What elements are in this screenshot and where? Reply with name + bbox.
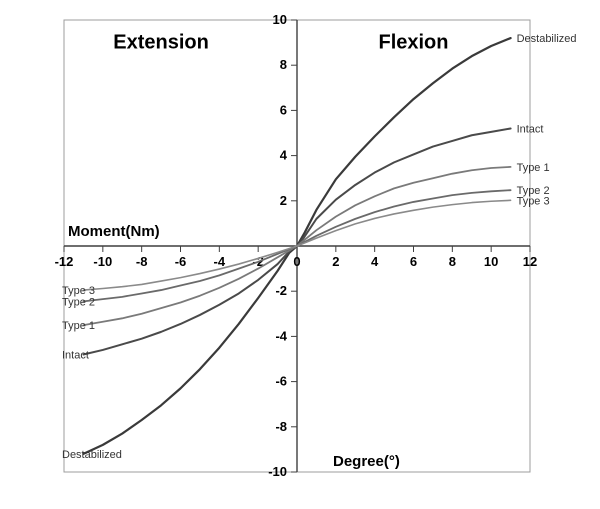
- y-tick-label: -2: [275, 283, 287, 298]
- moment-degree-chart: -12-10-8-6-4-2024681012-10-8-6-4-2246810…: [0, 0, 600, 509]
- x-axis-title: Degree(°): [333, 453, 400, 470]
- x-tick-label: 10: [484, 254, 498, 269]
- x-tick-label: 0: [293, 254, 300, 269]
- region-label-flexion: Flexion: [378, 32, 448, 54]
- y-tick-label: 8: [280, 57, 287, 72]
- y-tick-label: -8: [275, 419, 287, 434]
- series-label-left-type-1: Type 1: [62, 320, 95, 332]
- series-label-right-type-1: Type 1: [517, 162, 550, 174]
- y-tick-label: -6: [275, 374, 287, 389]
- y-axis-title: Moment(Nm): [68, 223, 160, 240]
- chart-container: -12-10-8-6-4-2024681012-10-8-6-4-2246810…: [0, 0, 600, 509]
- series-label-left-type-2: Type 2: [62, 296, 95, 308]
- series-label-left-type-3: Type 3: [62, 285, 95, 297]
- y-tick-label: 6: [280, 102, 287, 117]
- series-label-right-destabilized: Destabilized: [517, 33, 577, 45]
- y-tick-label: -4: [275, 328, 287, 343]
- x-tick-label: -10: [93, 254, 112, 269]
- y-tick-label: 4: [280, 148, 288, 163]
- x-tick-label: -8: [136, 254, 148, 269]
- x-tick-label: 6: [410, 254, 417, 269]
- x-tick-label: 8: [449, 254, 456, 269]
- y-tick-label: 2: [280, 193, 287, 208]
- y-tick-label: -10: [268, 464, 287, 479]
- y-tick-label: 10: [273, 12, 287, 27]
- series-label-left-intact: Intact: [62, 349, 89, 361]
- x-tick-label: 2: [332, 254, 339, 269]
- region-label-extension: Extension: [113, 32, 209, 54]
- x-tick-label: 4: [371, 254, 379, 269]
- x-tick-label: -12: [55, 254, 74, 269]
- series-label-right-intact: Intact: [517, 123, 544, 135]
- x-tick-label: 12: [523, 254, 537, 269]
- series-label-left-destabilized: Destabilized: [62, 449, 122, 461]
- x-tick-label: -4: [214, 254, 226, 269]
- x-tick-label: -6: [175, 254, 187, 269]
- series-label-right-type-3: Type 3: [517, 195, 550, 207]
